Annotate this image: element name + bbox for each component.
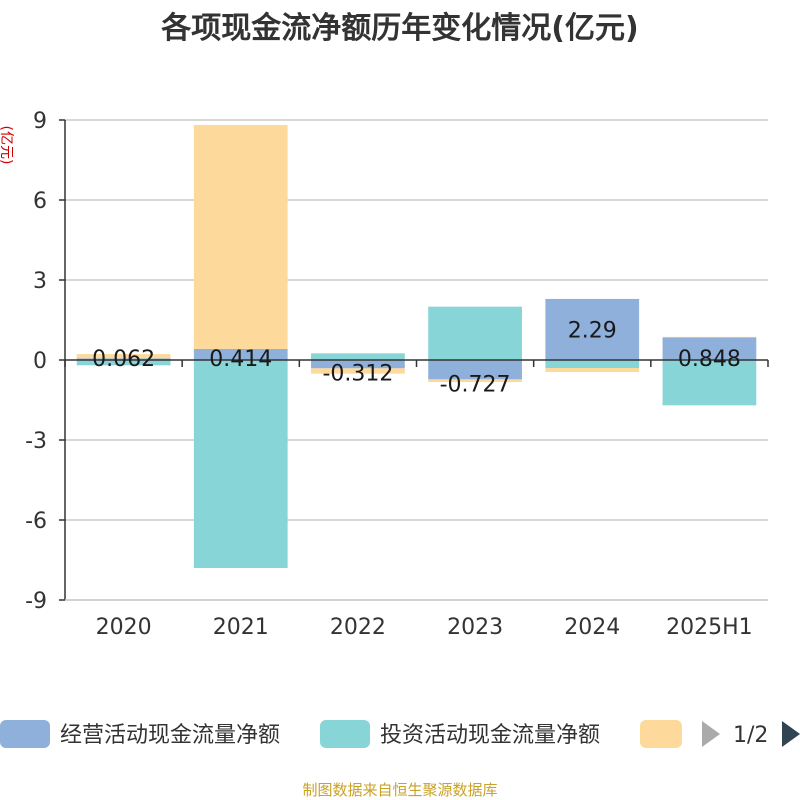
data-label-2023: -0.727 — [440, 372, 511, 397]
y-axis-unit-label: (亿元) — [0, 126, 14, 165]
y-tick-label: 0 — [33, 349, 47, 374]
legend-swatch-financing[interactable] — [640, 720, 682, 748]
bars — [76, 124, 757, 568]
legend-page-indicator: 1/2 — [733, 723, 768, 748]
legend-next-page-icon[interactable] — [782, 721, 800, 747]
chart-title: 各项现金流净额历年变化情况(亿元) — [160, 11, 638, 46]
bar-series-1-2022[interactable] — [311, 353, 405, 360]
x-tick-label-2021: 2021 — [213, 615, 269, 640]
legend-label-operating[interactable]: 经营活动现金流量净额 — [60, 723, 280, 748]
x-tick-label-2022: 2022 — [330, 615, 386, 640]
y-axis-ticks: 9 6 3 0 -3 -6 -9 — [25, 109, 66, 614]
y-tick-label: -3 — [25, 429, 47, 454]
data-labels: 0.062 0.414 -0.312 -0.727 2.29 0.848 — [92, 318, 741, 397]
bar-series-1-2025H1[interactable] — [662, 360, 757, 406]
y-tick-label: -6 — [25, 509, 47, 534]
bar-series-2-2020[interactable] — [76, 354, 171, 359]
bar-series-0-2021[interactable] — [193, 348, 288, 360]
data-label-2020: 0.062 — [92, 347, 155, 372]
bar-series-1-2020[interactable] — [76, 360, 171, 366]
y-tick-label: 3 — [33, 269, 47, 294]
legend-prev-page-icon[interactable] — [702, 721, 720, 747]
data-label-2024: 2.29 — [568, 318, 617, 343]
data-label-2022: -0.312 — [322, 361, 393, 386]
x-axis: 2020 2021 2022 2023 2024 2025H1 — [64, 359, 769, 640]
x-tick-label-2025H1: 2025H1 — [666, 615, 753, 640]
y-tick-label: 6 — [33, 189, 47, 214]
data-label-2025H1: 0.848 — [678, 347, 741, 372]
legend-label-investing[interactable]: 投资活动现金流量净额 — [380, 723, 600, 748]
bar-series-0-2022[interactable] — [311, 360, 405, 369]
bar-series-0-2020[interactable] — [76, 358, 171, 360]
bar-series-1-2023[interactable] — [428, 306, 522, 360]
y-tick-label: 9 — [33, 109, 47, 134]
bar-series-0-2024[interactable] — [545, 298, 640, 360]
bar-series-1-2021[interactable] — [193, 360, 288, 568]
bar-series-1-2024[interactable] — [545, 360, 640, 368]
bar-series-2-2023[interactable] — [428, 379, 522, 383]
bar-series-2-2021[interactable] — [193, 124, 288, 349]
y-tick-label: -9 — [25, 589, 47, 614]
x-tick-label-2024: 2024 — [564, 615, 620, 640]
legend: 经营活动现金流量净额 投资活动现金流量净额 1/2 — [0, 720, 800, 748]
bar-series-2-2024[interactable] — [545, 368, 640, 372]
bar-series-0-2025H1[interactable] — [662, 337, 757, 360]
bar-series-2-2022[interactable] — [311, 368, 405, 374]
x-tick-label-2020: 2020 — [96, 615, 152, 640]
legend-swatch-operating[interactable] — [0, 720, 50, 748]
bar-series-0-2023[interactable] — [428, 360, 522, 380]
bar-series-2-2025H1[interactable] — [662, 336, 757, 338]
legend-swatch-investing[interactable] — [320, 720, 370, 748]
data-source-note: 制图数据来自恒生聚源数据库 — [302, 781, 497, 799]
data-label-2021: 0.414 — [209, 347, 272, 372]
x-tick-label-2023: 2023 — [447, 615, 503, 640]
